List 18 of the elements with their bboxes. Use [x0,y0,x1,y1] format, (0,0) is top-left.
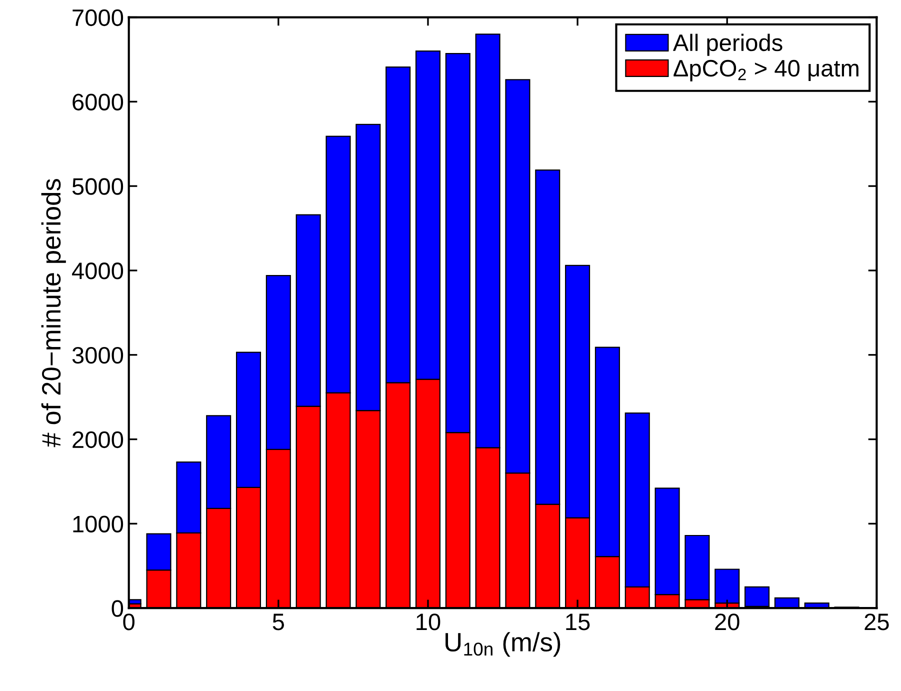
y-tick-label: 4000 [72,262,124,280]
legend-label: ΔpCO$_{2}$ > 40 μatm [674,60,858,82]
x-tick-label: 25 [864,614,889,630]
x-tick-label: 15 [566,614,590,630]
x-tick-label: 20 [715,614,740,630]
y-tick-label: 7000 [72,9,124,26]
x-tick-label: 10 [416,614,440,630]
x-axis-title: U$_{10n}$ (m/s) [446,632,560,657]
x-tick-label: 5 [272,614,284,630]
y-axis-title: # of 20−minute periods [41,179,66,448]
x-tick-label: 0 [123,614,134,630]
y-tick-label: 0 [112,600,124,617]
y-tick-label: 2000 [72,431,124,448]
y-tick-label: 1000 [73,516,124,532]
y-tick-label: 3000 [72,346,124,364]
y-tick-label: 6000 [72,94,124,110]
y-tick-label: 5000 [72,178,124,195]
legend-label: All periods [672,34,782,56]
